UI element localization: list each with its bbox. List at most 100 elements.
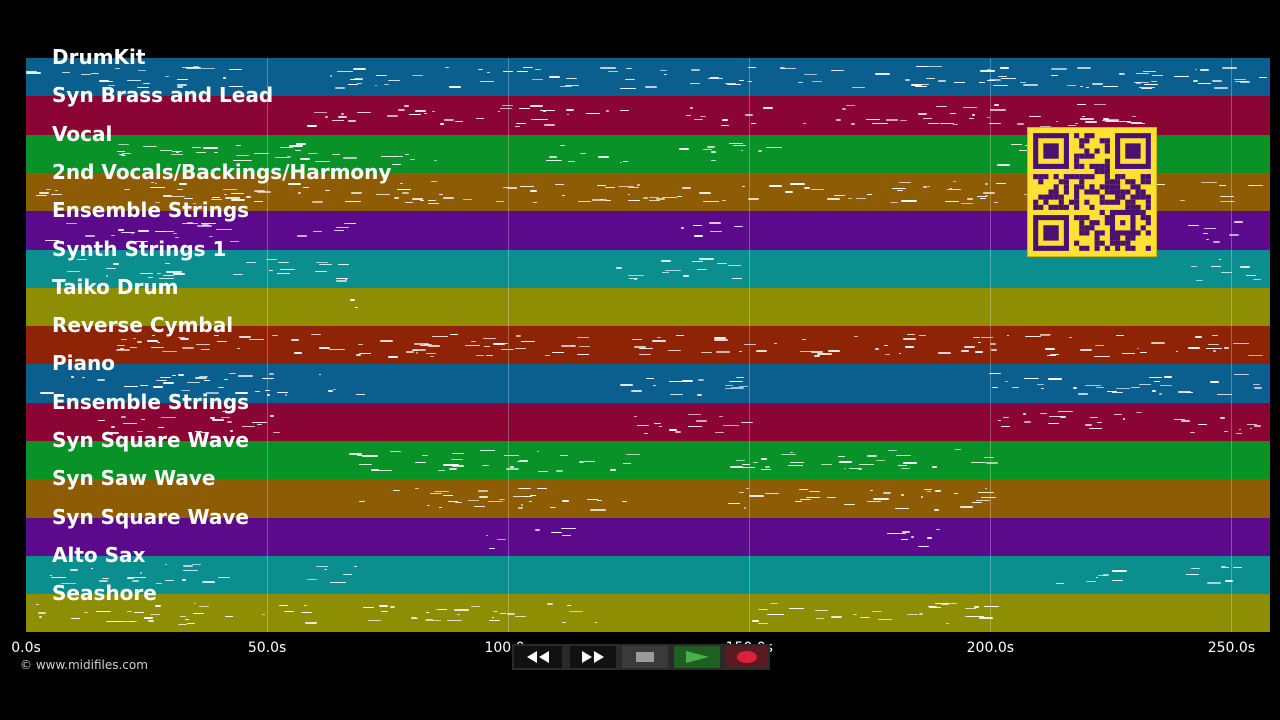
note-mark: [354, 78, 363, 81]
note-mark: [486, 72, 491, 74]
note-mark: [284, 393, 287, 396]
note-mark: [1253, 425, 1262, 428]
note-mark: [703, 149, 712, 151]
note-mark: [434, 491, 449, 493]
note-mark: [843, 503, 855, 505]
note-mark: [1102, 573, 1109, 576]
note-mark: [501, 104, 513, 106]
note-mark: [236, 155, 250, 157]
note-mark: [184, 619, 189, 621]
note-mark: [642, 196, 649, 199]
note-mark: [123, 189, 130, 191]
note-mark: [316, 261, 328, 263]
note-mark: [538, 471, 548, 473]
record-button[interactable]: [726, 646, 768, 668]
note-mark: [1068, 337, 1073, 339]
rewind-button[interactable]: [514, 646, 562, 668]
note-mark: [277, 262, 290, 264]
note-mark: [539, 109, 556, 111]
note-mark: [423, 344, 432, 346]
note-mark: [555, 183, 565, 185]
note-mark: [182, 569, 199, 571]
note-mark: [251, 422, 267, 424]
note-mark: [471, 606, 481, 608]
note-mark: [1084, 424, 1092, 427]
note-mark: [107, 84, 115, 86]
note-mark: [668, 381, 685, 383]
note-mark: [732, 144, 747, 146]
note-mark: [884, 354, 890, 356]
note-mark: [315, 161, 331, 163]
note-mark: [497, 110, 500, 112]
note-mark: [1107, 390, 1118, 392]
note-mark: [552, 531, 559, 533]
note-mark: [1173, 76, 1189, 78]
note-mark: [99, 580, 108, 583]
note-mark: [750, 122, 756, 124]
note-mark: [205, 391, 219, 394]
note-mark: [179, 337, 190, 340]
note-mark: [162, 195, 173, 198]
note-mark: [446, 620, 462, 622]
note-mark: [123, 385, 139, 387]
note-mark: [1011, 386, 1020, 388]
note-mark: [747, 198, 759, 201]
note-mark: [1253, 383, 1260, 385]
note-mark: [51, 194, 63, 196]
note-mark: [1224, 346, 1229, 349]
note-mark: [164, 580, 175, 582]
note-mark: [1073, 387, 1078, 390]
note-mark: [899, 182, 912, 184]
note-mark: [345, 201, 362, 203]
note-mark: [1228, 233, 1239, 236]
note-mark: [51, 279, 56, 282]
note-mark: [312, 231, 322, 233]
note-mark: [1198, 83, 1212, 85]
note-mark: [845, 104, 856, 106]
note-mark: [159, 149, 173, 151]
note-mark: [743, 507, 747, 510]
note-mark: [577, 337, 590, 339]
note-mark: [502, 186, 518, 188]
note-mark: [69, 569, 78, 572]
note-mark: [147, 620, 154, 623]
note-mark: [579, 461, 584, 464]
note-mark: [486, 534, 489, 536]
note-mark: [853, 336, 859, 338]
note-mark: [765, 466, 770, 469]
note-mark: [989, 122, 1002, 124]
note-mark: [40, 392, 54, 395]
note-mark: [1127, 121, 1142, 123]
play-button[interactable]: [674, 646, 720, 668]
note-mark: [802, 338, 806, 340]
note-mark: [1136, 412, 1143, 414]
note-mark: [668, 350, 682, 351]
grid-line: [1231, 58, 1233, 632]
note-mark: [428, 202, 440, 204]
note-mark: [550, 532, 563, 534]
note-mark: [609, 469, 617, 471]
stop-button[interactable]: [622, 646, 668, 668]
note-mark: [61, 583, 77, 585]
note-mark: [115, 67, 120, 69]
note-mark: [922, 117, 933, 119]
note-mark: [1225, 580, 1234, 583]
note-mark: [186, 67, 201, 70]
note-mark: [272, 432, 280, 434]
note-mark: [295, 149, 302, 151]
note-mark: [221, 417, 231, 419]
note-mark: [606, 109, 610, 112]
note-mark: [986, 68, 992, 70]
fast-forward-button[interactable]: [570, 646, 616, 668]
note-mark: [161, 231, 174, 233]
grid-line: [990, 58, 992, 632]
note-mark: [488, 620, 501, 622]
note-mark: [780, 454, 796, 456]
note-mark: [710, 231, 723, 233]
note-mark: [212, 196, 220, 198]
track-label: Alto Sax: [52, 542, 146, 567]
note-mark: [695, 419, 707, 422]
note-mark: [975, 351, 984, 354]
note-mark: [76, 259, 88, 261]
note-mark: [866, 500, 882, 502]
